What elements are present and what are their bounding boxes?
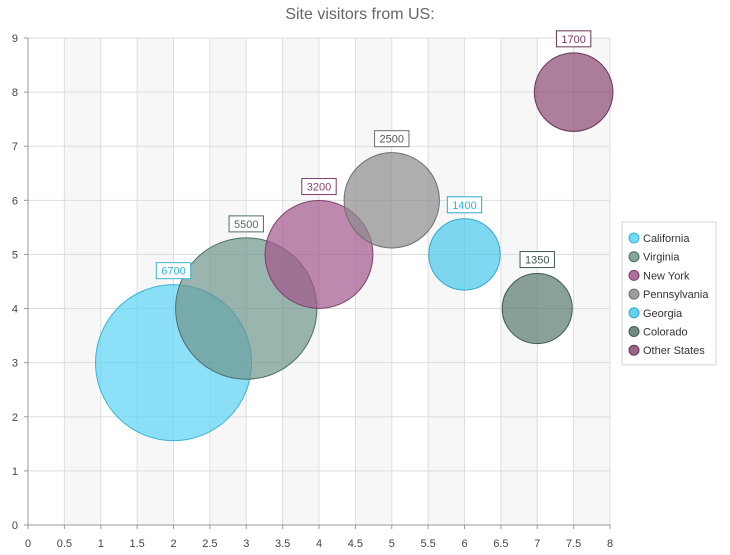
legend-label: Virginia	[643, 252, 680, 264]
x-tick-label: 5	[389, 538, 395, 550]
legend-label: Georgia	[643, 308, 683, 320]
data-label-box	[228, 215, 264, 233]
data-label-box	[155, 262, 192, 280]
plot-band	[137, 38, 174, 525]
bubble-other-states[interactable]	[533, 52, 614, 132]
x-tick-label: 0	[25, 538, 31, 550]
legend-marker	[628, 307, 640, 319]
data-label: 1350	[519, 251, 555, 269]
y-tick-label: 2	[12, 412, 18, 424]
x-tick-label: 6.5	[493, 538, 508, 550]
x-tick-label: 0.5	[57, 538, 72, 550]
legend-marker	[628, 326, 640, 337]
x-tick-label: 3.5	[275, 538, 290, 550]
data-label-text: 6700	[161, 266, 185, 278]
y-tick-label: 6	[12, 195, 18, 207]
legend-label: Other States	[643, 345, 705, 357]
data-label: 1400	[446, 196, 483, 214]
data-label-text: 1350	[525, 255, 549, 267]
data-label: 1700	[555, 30, 592, 48]
x-tick-label: 4	[316, 538, 322, 550]
bubble-new-york[interactable]	[264, 200, 374, 309]
y-tick-label: 0	[12, 520, 18, 532]
chart-title: Site visitors from US:	[285, 6, 434, 23]
data-label-text: 2500	[380, 134, 404, 146]
axes: 0 0.5 1 1.5 2 2.5 3 3.5 4 4.5 5 5.5 6 6.5 7 7.5 8 0 1 2 3 4 5 6…	[12, 33, 613, 550]
y-tick-label: 5	[12, 249, 18, 261]
x-tick-label: 2	[170, 538, 176, 550]
x-tick-label: 7.5	[566, 538, 581, 550]
data-label-box	[446, 196, 483, 214]
data-label-text: 1400	[452, 200, 476, 212]
legend: California Virginia New York Pennsylvania Ge…	[621, 221, 717, 366]
y-tick-label: 9	[12, 33, 18, 45]
bubble-colorado[interactable]	[501, 273, 573, 345]
data-label-box	[301, 178, 337, 196]
data-label: 5500	[228, 215, 264, 233]
y-tick-label: 1	[12, 466, 18, 478]
legend-item-other-states[interactable]: Other States	[628, 344, 705, 357]
x-tick-label: 7	[534, 538, 540, 550]
x-tick-label: 4.5	[348, 538, 363, 550]
x-tick-label: 1	[98, 538, 104, 550]
data-label-box	[555, 30, 592, 48]
legend-marker	[628, 269, 640, 281]
y-tick-label: 7	[12, 141, 18, 153]
data-label-text: 1700	[561, 34, 585, 46]
y-tick-label: 8	[12, 87, 18, 99]
legend-item-virginia[interactable]: Virginia	[628, 251, 680, 264]
bubble-pennsylvania[interactable]	[343, 152, 440, 249]
y-tick-label: 4	[12, 304, 18, 316]
bubbles	[95, 52, 614, 442]
legend-item-georgia[interactable]: Georgia	[628, 307, 683, 320]
x-tick-label: 3	[243, 538, 249, 550]
data-label: 3200	[301, 178, 337, 196]
data-label-text: 5500	[234, 219, 258, 231]
x-tick-label: 1.5	[129, 538, 144, 550]
legend-item-pennsylvania[interactable]: Pennsylvania	[628, 288, 709, 301]
legend-item-new-york[interactable]: New York	[628, 269, 690, 282]
legend-marker	[628, 288, 640, 300]
legend-label: Colorado	[643, 327, 688, 339]
data-label: 6700	[155, 262, 192, 280]
legend-label: California	[643, 233, 690, 245]
y-tick-label: 3	[12, 358, 18, 370]
legend-marker	[628, 232, 640, 244]
legend-label: New York	[643, 270, 690, 282]
legend-item-colorado[interactable]: Colorado	[628, 326, 688, 339]
legend-marker	[628, 344, 640, 356]
data-label-box	[519, 251, 555, 269]
plot-band	[64, 38, 101, 525]
legend-label: Pennsylvania	[643, 289, 709, 301]
data-label-box	[374, 130, 410, 148]
data-labels: 6700 5500 3200 2500 1400 1350 1700	[155, 30, 592, 280]
x-tick-label: 8	[607, 538, 613, 550]
data-label-text: 3200	[307, 182, 331, 194]
x-tick-label: 2.5	[202, 538, 217, 550]
legend-marker	[628, 251, 640, 263]
legend-item-california[interactable]: California	[628, 232, 690, 245]
bubble-georgia[interactable]	[428, 218, 501, 291]
data-label: 2500	[374, 130, 410, 148]
x-tick-label: 5.5	[420, 538, 435, 550]
x-tick-label: 6	[461, 538, 467, 550]
